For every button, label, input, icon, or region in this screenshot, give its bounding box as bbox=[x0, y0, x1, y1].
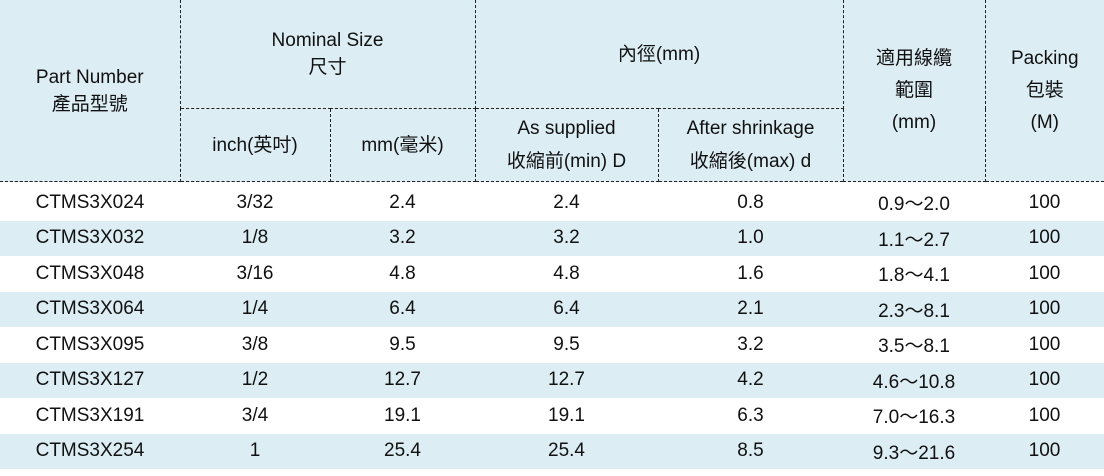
table-cell: 1/2 bbox=[180, 362, 330, 398]
table-cell: 1.0 bbox=[658, 220, 843, 256]
table-cell: 3/4 bbox=[241, 404, 269, 426]
table-cell: 100 bbox=[985, 433, 1104, 469]
table-cell: CTMS3X127 bbox=[0, 362, 180, 398]
table-cell: 9.5 bbox=[389, 333, 416, 355]
table-cell: 100 bbox=[985, 291, 1104, 327]
table-cell: 0.8 bbox=[737, 191, 764, 213]
table-cell: 4.2 bbox=[658, 362, 843, 398]
table-cell: 19.1 bbox=[384, 404, 421, 426]
table-cell: 100 bbox=[1028, 333, 1061, 355]
table-row: CTMS3X048 3/16 4.8 4.8 1.6 1.8～4.1 100 bbox=[0, 256, 1104, 292]
table-row: CTMS3X127 1/2 12.7 12.7 4.2 4.6～10.8 100 bbox=[0, 362, 1104, 398]
table-cell: 25.4 bbox=[475, 433, 658, 469]
table-cell: CTMS3X064 bbox=[0, 291, 180, 327]
header-text: mm(毫米) bbox=[361, 134, 444, 156]
table-row: CTMS3X095 3/8 9.5 9.5 3.2 3.5～8.1 100 bbox=[0, 327, 1104, 363]
table-cell: 3.2 bbox=[475, 220, 658, 256]
table-cell: 9.5 bbox=[553, 333, 580, 355]
header-text: 適用線纜 bbox=[875, 47, 952, 69]
table-cell: 3/32 bbox=[236, 191, 274, 213]
table-cell: 12.7 bbox=[330, 362, 475, 398]
table-cell: 2.1 bbox=[658, 291, 843, 327]
header-cell: Packing 包裝 (M) bbox=[984, 0, 1104, 182]
header-text: 產品型號 bbox=[51, 93, 128, 115]
header-text: 尺寸 bbox=[308, 57, 347, 78]
header-cell: 內徑(mm) bbox=[474, 0, 844, 109]
table-header: Part Number 產品型號 Nominal Size 尺寸 內徑(mm) 適用… bbox=[0, 0, 1104, 182]
table-row: CTMS3X032 1/8 3.2 3.2 1.0 1.1～2.7 100 bbox=[0, 220, 1104, 256]
header-text: 範圍 bbox=[894, 79, 933, 101]
table-cell: 3/8 bbox=[241, 333, 269, 355]
table-cell: 3.2 bbox=[737, 333, 764, 355]
table-cell: 2.4 bbox=[553, 191, 580, 213]
table-cell: 1/4 bbox=[180, 291, 330, 327]
header-text: inch(英吋) bbox=[212, 134, 298, 156]
table-cell: 100 bbox=[985, 220, 1104, 256]
table-cell: CTMS3X024 bbox=[35, 191, 145, 213]
table-cell: 3.2 bbox=[330, 220, 475, 256]
table-cell: CTMS3X048 bbox=[35, 262, 145, 284]
table-cell: 7.0～16.3 bbox=[872, 407, 956, 429]
header-text: 內徑(mm) bbox=[617, 43, 701, 65]
header-text: Nominal Size bbox=[271, 30, 384, 51]
table-cell: 19.1 bbox=[548, 404, 585, 426]
header-cell: Nominal Size 尺寸 bbox=[179, 0, 476, 109]
table-cell: 6.3 bbox=[737, 404, 764, 426]
table-cell: 100 bbox=[1028, 191, 1061, 213]
table-cell: 25.4 bbox=[330, 433, 475, 469]
header-text: 收縮前(min) D bbox=[506, 151, 627, 172]
header-text: After shrinkage bbox=[686, 118, 815, 139]
table-cell: 1.1～2.7 bbox=[843, 220, 985, 256]
table-cell: 0.9～2.0 bbox=[878, 194, 950, 216]
table-cell: 8.5 bbox=[658, 433, 843, 469]
header-row: Part Number 產品型號 Nominal Size 尺寸 內徑(mm) 適用… bbox=[0, 0, 1104, 182]
header-text: Packing bbox=[1010, 47, 1079, 69]
header-row: inch(英吋) mm(毫米) As supplied 收縮前(min) D Af… bbox=[0, 108, 1104, 182]
table-cell: CTMS3X191 bbox=[35, 404, 145, 426]
header-cell: After shrinkage 收縮後(max) d bbox=[657, 108, 844, 182]
header-text: Part Number bbox=[35, 66, 144, 88]
table-cell: 100 bbox=[1028, 262, 1061, 284]
header-text: As supplied bbox=[517, 118, 616, 139]
table-cell: 3.5～8.1 bbox=[878, 336, 950, 358]
table-cell: 4.8 bbox=[389, 262, 416, 284]
table-cell: 1.6 bbox=[737, 262, 764, 284]
table-cell: 1/8 bbox=[180, 220, 330, 256]
table-cell: 3/16 bbox=[236, 262, 274, 284]
table-row: CTMS3X254 1 25.4 25.4 8.5 9.3～21.6 100 bbox=[0, 433, 1104, 469]
table-cell: CTMS3X254 bbox=[0, 433, 180, 469]
table-cell: 100 bbox=[985, 362, 1104, 398]
table-body: CTMS3X024 3/32 2.4 2.4 0.8 0.9～2.0 100 CTMS3X03… bbox=[0, 182, 1104, 469]
header-text: 包裝 bbox=[1025, 79, 1064, 101]
table-cell: 9.3～21.6 bbox=[843, 433, 985, 469]
table-cell: CTMS3X032 bbox=[0, 220, 180, 256]
table-cell: 100 bbox=[1028, 404, 1061, 426]
header-cell: Part Number 產品型號 bbox=[0, 0, 181, 182]
table-cell: 1.8～4.1 bbox=[878, 265, 950, 287]
table-cell: 6.4 bbox=[330, 291, 475, 327]
table-row: CTMS3X064 1/4 6.4 6.4 2.1 2.3～8.1 100 bbox=[0, 291, 1104, 327]
table-row: CTMS3X191 3/4 19.1 19.1 6.3 7.0～16.3 100 bbox=[0, 398, 1104, 434]
table-cell: 12.7 bbox=[475, 362, 658, 398]
header-cell: 適用線纜範圍 (mm) bbox=[842, 0, 986, 182]
table-cell: 4.6～10.8 bbox=[843, 362, 985, 398]
header-cell: As supplied 收縮前(min) D bbox=[474, 108, 659, 182]
table-cell: CTMS3X095 bbox=[35, 333, 145, 355]
header-text: (M) bbox=[1030, 111, 1059, 133]
table-cell: 1 bbox=[180, 433, 330, 469]
header-cell: mm(毫米) bbox=[329, 108, 476, 182]
header-text: 收縮後(max) d bbox=[689, 151, 812, 172]
table-cell: 2.4 bbox=[389, 191, 416, 213]
header-text: (mm) bbox=[891, 111, 937, 133]
header-cell: inch(英吋) bbox=[179, 108, 331, 182]
table-cell: 6.4 bbox=[475, 291, 658, 327]
table-cell: 4.8 bbox=[553, 262, 580, 284]
table-row: CTMS3X024 3/32 2.4 2.4 0.8 0.9～2.0 100 bbox=[0, 182, 1104, 221]
table-cell: 2.3～8.1 bbox=[843, 291, 985, 327]
